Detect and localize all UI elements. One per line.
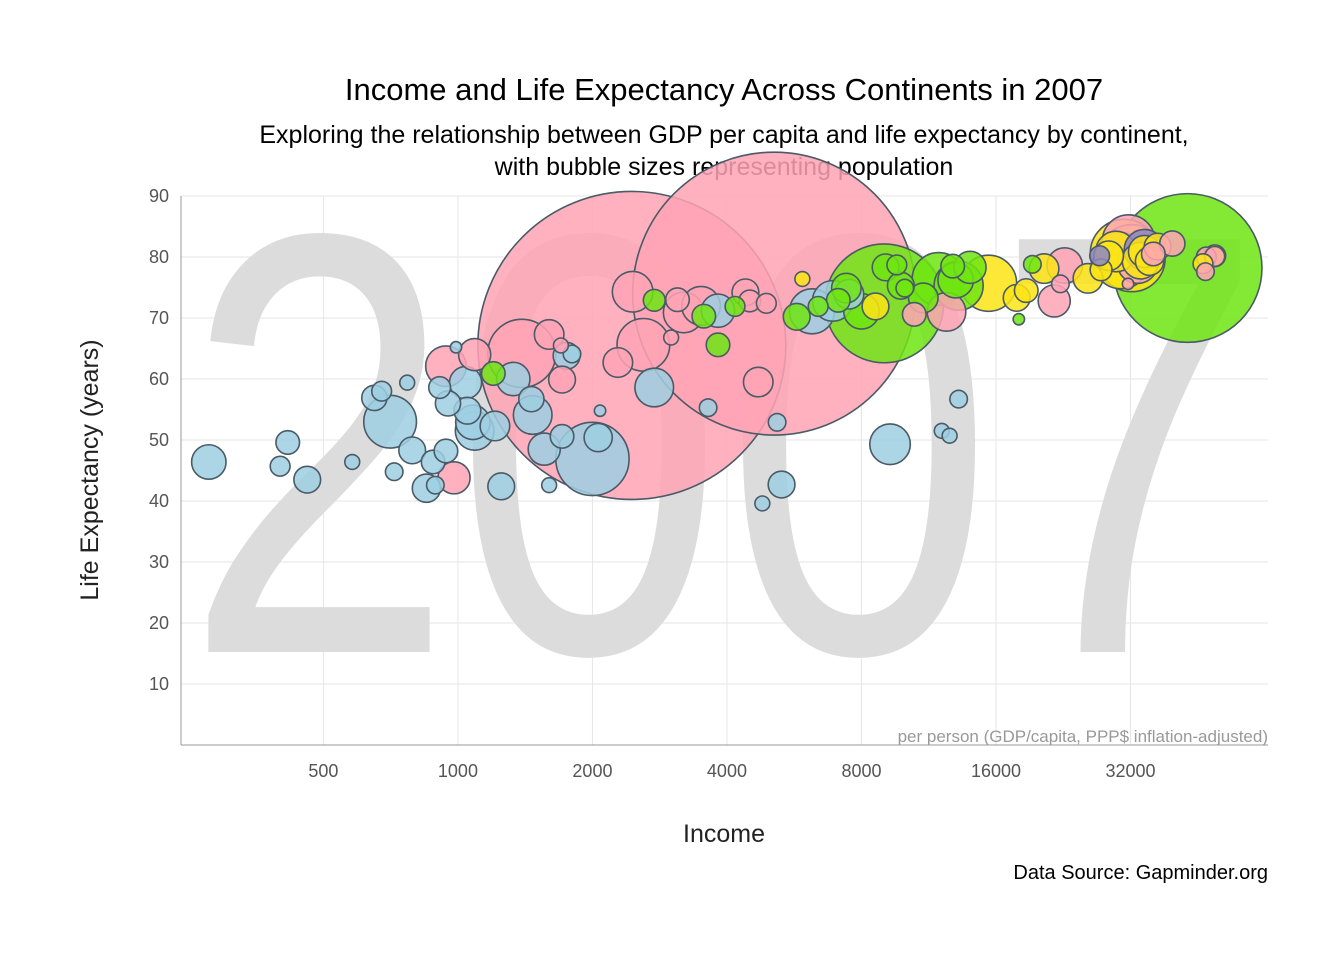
data-bubble[interactable] (742, 366, 774, 398)
data-bubble[interactable] (293, 465, 322, 494)
data-bubble[interactable] (433, 438, 459, 464)
data-bubble[interactable] (868, 423, 912, 466)
data-bubble[interactable] (705, 332, 731, 358)
data-bubble[interactable] (724, 295, 746, 318)
data-bubble[interactable] (1140, 241, 1166, 267)
data-bubble[interactable] (602, 346, 634, 379)
y-tick-label: 60 (149, 369, 169, 389)
data-bubble[interactable] (940, 253, 966, 279)
x-tick-label: 8000 (841, 761, 881, 781)
data-bubble[interactable] (754, 495, 771, 512)
x-tick-label: 2000 (572, 761, 612, 781)
data-bubble[interactable] (1013, 277, 1039, 304)
data-bubble[interactable] (479, 410, 511, 442)
data-bubble[interactable] (549, 423, 575, 449)
data-bubble[interactable] (427, 375, 452, 400)
data-bubble[interactable] (398, 374, 416, 391)
data-bubble[interactable] (886, 254, 908, 276)
data-bubble[interactable] (190, 443, 227, 480)
data-bubble[interactable] (457, 337, 492, 372)
data-bubble[interactable] (662, 329, 680, 346)
x-tick-label: 500 (308, 761, 338, 781)
data-bubble[interactable] (275, 429, 301, 456)
y-tick-label: 30 (149, 552, 169, 572)
data-bubble[interactable] (1121, 277, 1135, 291)
y-tick-label: 80 (149, 247, 169, 267)
data-bubble[interactable] (449, 340, 463, 354)
data-bubble[interactable] (642, 288, 666, 313)
data-bubble[interactable] (398, 436, 427, 465)
data-bubble[interactable] (370, 380, 393, 402)
y-axis-title: Life Expectancy (years) (76, 339, 104, 600)
y-tick-label: 70 (149, 308, 169, 328)
chart-title: Income and Life Expectancy Across Contin… (345, 72, 1103, 107)
bubbles (190, 151, 1263, 512)
data-bubble[interactable] (1022, 254, 1042, 274)
data-bubble[interactable] (698, 398, 718, 418)
data-bubble[interactable] (807, 295, 829, 318)
data-bubble[interactable] (1195, 262, 1216, 282)
x-tick-label: 4000 (707, 761, 747, 781)
data-bubble[interactable] (782, 302, 811, 331)
data-bubble[interactable] (949, 389, 969, 409)
data-bubble[interactable] (593, 404, 607, 418)
data-bubble[interactable] (767, 470, 796, 499)
data-bubble[interactable] (425, 475, 445, 495)
x-tick-label: 1000 (438, 761, 478, 781)
data-bubble[interactable] (480, 360, 506, 387)
data-bubble[interactable] (767, 412, 787, 432)
data-bubble[interactable] (269, 455, 291, 477)
axis-ticks: 10 20 30 40 50 60 70 80 90 500 1000 2000 4000 8000 160… (149, 186, 1156, 781)
data-bubble[interactable] (941, 427, 958, 444)
data-bubble[interactable] (691, 303, 717, 329)
x-axis-title: Income (683, 820, 765, 848)
y-tick-label: 40 (149, 491, 169, 511)
data-bubble[interactable] (755, 292, 778, 315)
data-source-caption: Data Source: Gapminder.org (1013, 862, 1268, 884)
data-bubble[interactable] (825, 287, 851, 313)
data-bubble[interactable] (861, 292, 890, 321)
y-tick-label: 90 (149, 186, 169, 206)
data-bubble[interactable] (1012, 312, 1026, 326)
data-bubble[interactable] (540, 476, 558, 494)
data-bubble[interactable] (1088, 245, 1111, 267)
x-unit-note: per person (GDP/capita, PPP$ inflation-a… (898, 727, 1268, 746)
data-bubble[interactable] (487, 472, 516, 501)
data-bubble[interactable] (664, 287, 691, 313)
data-bubble[interactable] (895, 278, 915, 298)
x-tick-label: 32000 (1105, 761, 1155, 781)
data-bubble[interactable] (547, 365, 577, 394)
data-bubble[interactable] (583, 422, 614, 453)
y-tick-label: 20 (149, 613, 169, 633)
y-tick-label: 50 (149, 430, 169, 450)
chart-subtitle-line-1: Exploring the relationship between GDP p… (259, 121, 1188, 149)
data-bubble[interactable] (634, 367, 675, 408)
data-bubble[interactable] (384, 462, 404, 482)
data-bubble[interactable] (1050, 274, 1070, 294)
data-bubble[interactable] (552, 337, 570, 354)
data-bubble[interactable] (343, 453, 361, 471)
x-tick-label: 16000 (971, 761, 1021, 781)
y-tick-label: 10 (149, 674, 169, 694)
data-bubble[interactable] (794, 270, 811, 288)
data-bubble[interactable] (517, 385, 545, 413)
data-bubble[interactable] (901, 301, 927, 327)
